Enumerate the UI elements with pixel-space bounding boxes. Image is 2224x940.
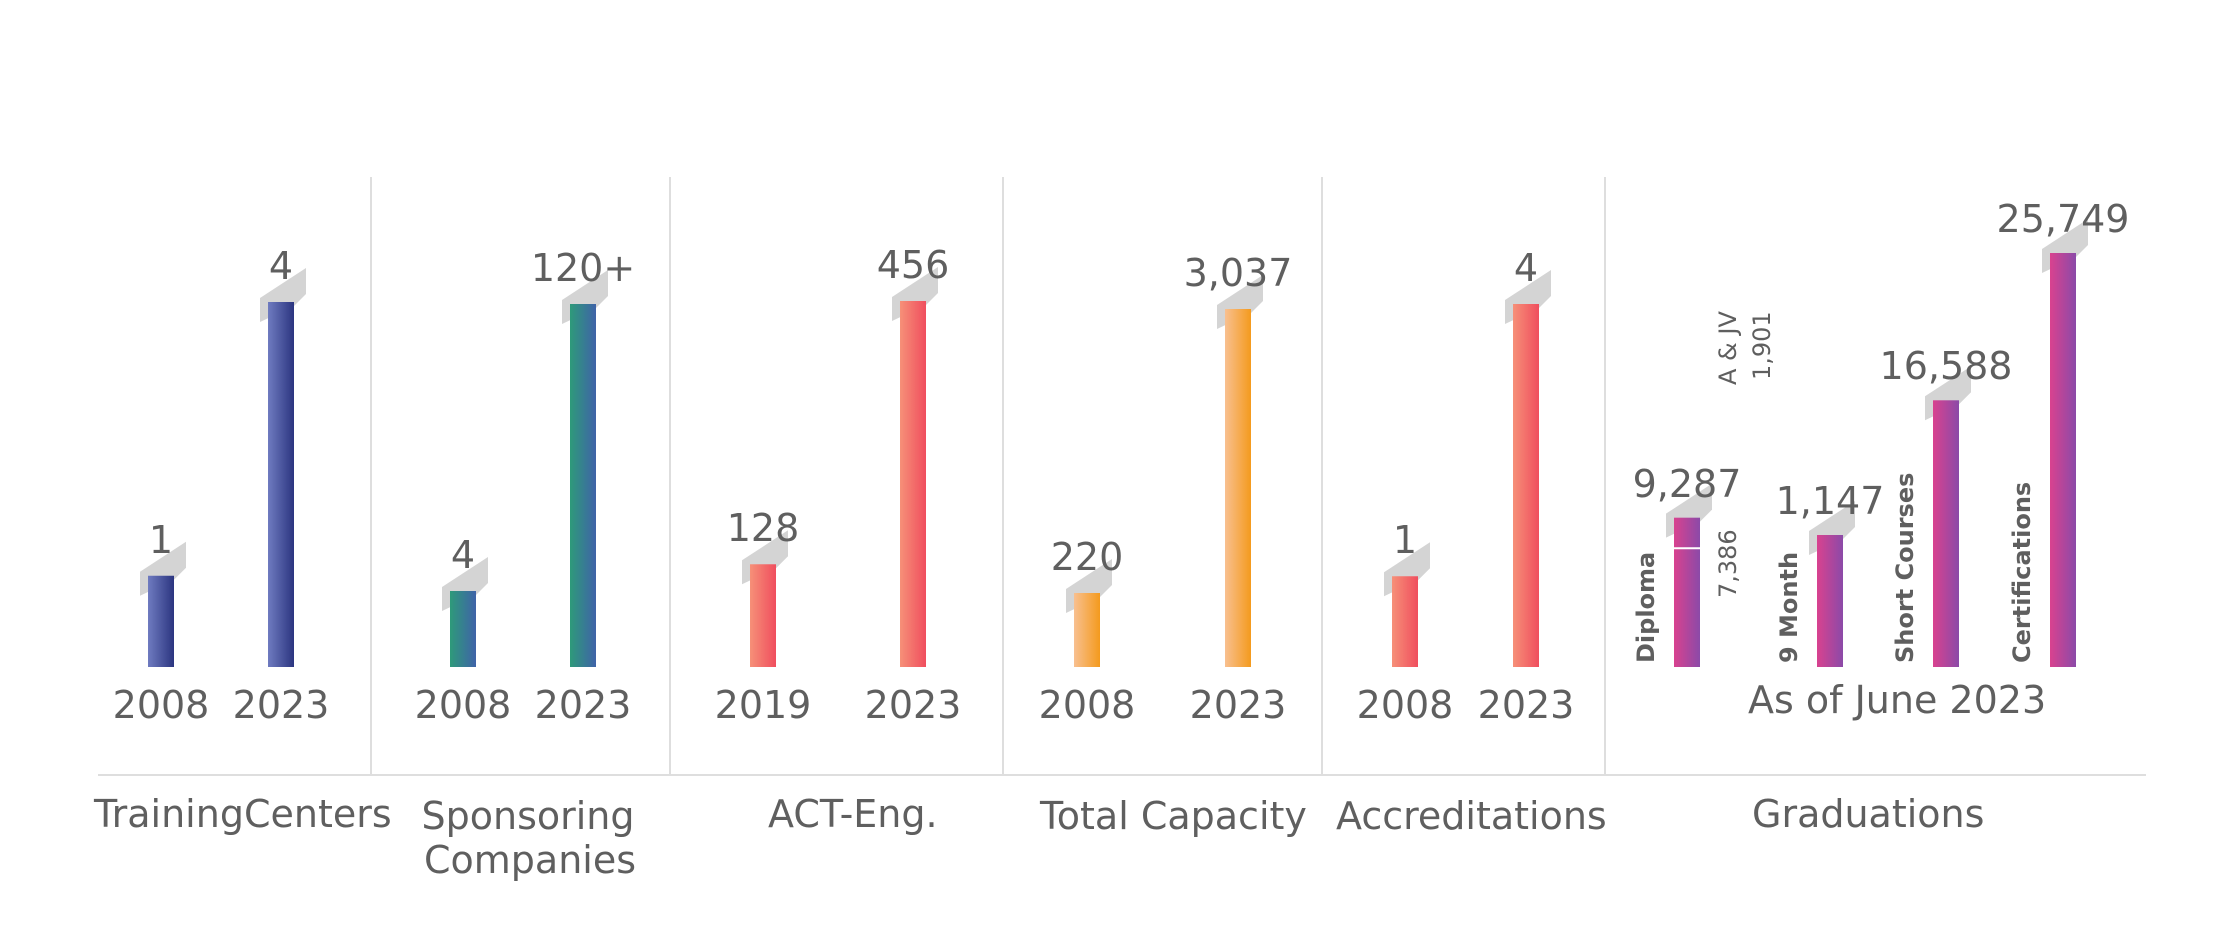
bar — [570, 304, 596, 667]
value-label: 220 — [1050, 535, 1124, 579]
category-label: Short Courses — [1891, 473, 1919, 663]
group-label-line-1: Sponsoring — [421, 794, 635, 838]
group-label-act-eng: ACT-Eng. — [768, 792, 938, 836]
value-label: 120+ — [530, 246, 636, 290]
year-label: 2023 — [864, 683, 962, 727]
bar — [750, 564, 776, 667]
separator — [370, 177, 372, 775]
value-label: 456 — [876, 243, 950, 287]
value-label: 1 — [1392, 518, 1418, 563]
year-label: 2023 — [232, 683, 330, 727]
year-label: 2019 — [714, 683, 812, 727]
year-label: 2008 — [1356, 683, 1454, 727]
category-label: 9 Month — [1775, 552, 1803, 663]
category-label: Certifications — [2008, 482, 2036, 663]
bar — [1225, 309, 1251, 667]
year-label: 2008 — [1038, 683, 1136, 727]
year-label: 2023 — [1477, 683, 1575, 727]
separator — [1002, 177, 1004, 775]
breakdown-label: 7,386 — [1714, 529, 1742, 598]
year-label: 2008 — [112, 683, 210, 727]
year-label: 2023 — [534, 683, 632, 727]
separator — [1604, 177, 1606, 775]
value-label: 25,749 — [1996, 197, 2130, 241]
year-label: 2023 — [1189, 683, 1287, 727]
value-label: 3,037 — [1183, 251, 1293, 295]
bar — [268, 302, 294, 667]
as-of-note: As of June 2023 — [1748, 678, 2047, 722]
category-label: Diploma — [1632, 552, 1660, 663]
bar — [1392, 576, 1418, 667]
value-label: 9,287 — [1632, 461, 1742, 506]
bar — [1074, 593, 1100, 667]
value-label: 4 — [450, 533, 476, 577]
value-label: 16,588 — [1879, 344, 2013, 389]
bar — [1674, 517, 1700, 667]
separator — [669, 177, 671, 775]
bar — [450, 591, 476, 667]
bar — [1513, 304, 1539, 667]
group-label-graduations: Graduations — [1752, 792, 1985, 836]
year-label: 2008 — [414, 683, 512, 727]
breakdown-value: 1,901 — [1748, 311, 1776, 380]
value-label: 1,147 — [1775, 479, 1885, 523]
group-label-accreditations: Accreditations — [1336, 794, 1607, 838]
bar — [148, 575, 174, 667]
bar — [1933, 400, 1959, 667]
group-label-line-2: Companies — [424, 838, 637, 882]
bar — [2050, 253, 2076, 667]
bar — [1817, 535, 1843, 667]
baseline-rule — [98, 774, 2146, 776]
value-label: 128 — [726, 506, 800, 551]
value-label: 4 — [1513, 246, 1539, 290]
value-label: 1 — [148, 517, 174, 562]
bar — [900, 301, 926, 667]
separator — [1321, 177, 1323, 775]
group-label-total-capacity: Total Capacity — [1040, 794, 1307, 838]
breakdown-label: A & JV — [1714, 311, 1742, 385]
group-label-sponsoring-companies: Sponsoring Companies — [420, 794, 637, 882]
group-label-training-centers: Training Centers — [94, 792, 392, 836]
value-label: 4 — [268, 244, 294, 288]
